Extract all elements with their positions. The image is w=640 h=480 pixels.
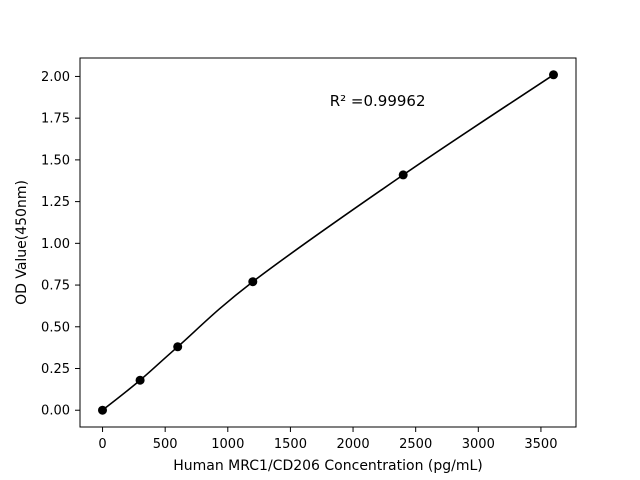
data-point — [549, 70, 558, 80]
y-tick-label: 0.00 — [41, 404, 70, 419]
x-tick-label: 3500 — [524, 437, 557, 452]
y-tick-label: 0.25 — [41, 362, 70, 377]
x-axis-label: Human MRC1/CD206 Concentration (pg/mL) — [173, 458, 483, 474]
x-tick-label: 0 — [98, 437, 106, 452]
y-tick-label: 1.75 — [41, 112, 70, 127]
data-point — [248, 277, 258, 287]
x-tick-label: 2000 — [337, 437, 370, 452]
y-tick-label: 0.50 — [41, 320, 70, 335]
data-point — [135, 375, 145, 385]
y-tick-label: 1.25 — [41, 195, 70, 210]
y-tick-label: 1.50 — [41, 153, 70, 168]
x-tick-label: 1000 — [211, 437, 244, 452]
y-tick-label: 2.00 — [41, 70, 70, 85]
data-point — [98, 405, 107, 415]
x-tick-label: 500 — [153, 437, 178, 452]
plot-border — [79, 57, 577, 428]
data-point — [173, 342, 183, 352]
x-tick-label: 3000 — [462, 437, 495, 452]
y-tick-label: 1.00 — [41, 237, 70, 252]
fit-curve — [102, 74, 554, 411]
y-axis-label: OD Value(450nm) — [14, 180, 30, 305]
data-point — [398, 170, 408, 180]
y-tick-label: 0.75 — [41, 279, 70, 294]
x-tick-label: 1500 — [274, 437, 307, 452]
r-squared-annotation: R² =0.99962 — [330, 92, 426, 110]
x-tick-label: 2500 — [399, 437, 432, 452]
